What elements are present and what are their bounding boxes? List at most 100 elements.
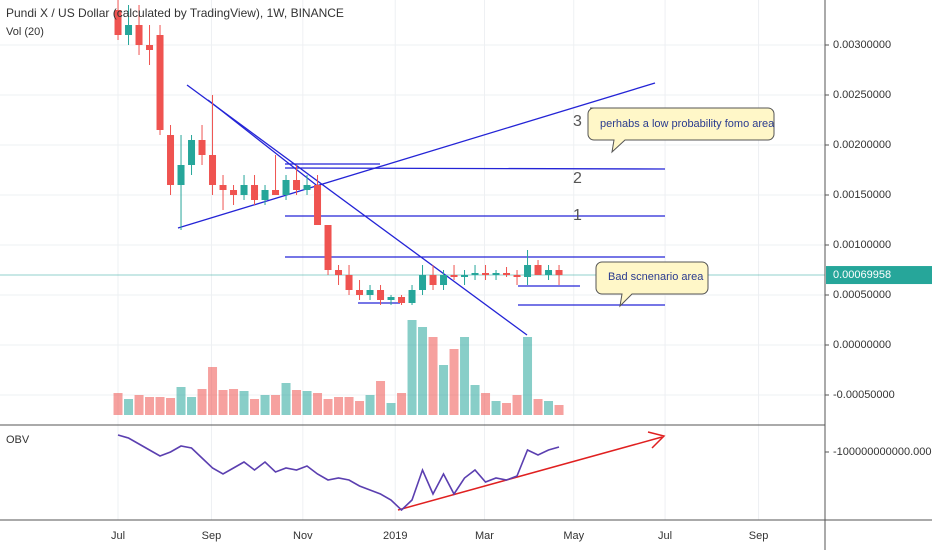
last-price-box (826, 266, 932, 285)
y-tick-label: 0.00100000 (833, 239, 891, 251)
candle-body (303, 185, 311, 190)
obv-label: OBV (6, 434, 30, 446)
y-tick-label: 0.00300000 (833, 39, 891, 51)
x-tick-label: Jul (111, 530, 125, 542)
level-line (284, 167, 666, 170)
volume-bar (113, 393, 123, 415)
candle-body (114, 10, 122, 35)
candle-body (450, 275, 458, 277)
y-tick-label: 0.00150000 (833, 189, 891, 201)
volume-bar (229, 389, 239, 415)
volume-bar (208, 367, 218, 415)
y-tick-label: -100000000000.0000 (833, 446, 932, 458)
volume-bar (155, 397, 165, 415)
volume-bar (386, 403, 396, 415)
volume-bar (397, 393, 407, 415)
volume-bar (491, 401, 501, 415)
trend-line (177, 82, 656, 229)
y-tick-label: 0.00250000 (833, 89, 891, 101)
candle-body (135, 25, 143, 45)
candle-body (167, 135, 175, 185)
candle-body (440, 275, 448, 285)
candle-body (345, 275, 353, 290)
volume-label: Vol (20) (6, 26, 44, 38)
volume-bar (124, 399, 134, 415)
annotation: 2 (573, 170, 582, 187)
candle-body (356, 290, 364, 295)
volume-bar (302, 391, 312, 415)
candle-body (209, 155, 217, 185)
volume-bar (250, 399, 260, 415)
last-price-label: 0.00069958 (833, 269, 891, 281)
candle-body (513, 275, 521, 277)
candle-body (387, 297, 395, 300)
callout (595, 261, 709, 308)
candle-body (146, 45, 154, 50)
candle-body (251, 185, 259, 200)
volume-bar (365, 395, 375, 415)
candle-body (314, 185, 322, 225)
candle-body (188, 140, 196, 165)
volume-bar (281, 383, 291, 415)
volume-bar (166, 398, 176, 415)
candle-body (324, 225, 332, 270)
y-tick-label: 0.00050000 (833, 289, 891, 301)
volume-bar (239, 391, 249, 415)
x-tick-label: May (563, 530, 584, 542)
volume-bar (544, 401, 554, 415)
volume-bar (218, 390, 228, 415)
candle-body (461, 275, 469, 277)
candle-body (534, 265, 542, 275)
volume-bar (176, 387, 186, 415)
volume-bar (187, 397, 197, 415)
volume-bar (502, 403, 512, 415)
candle-body (429, 275, 437, 285)
candle-body (524, 265, 532, 277)
volume-bar (334, 397, 344, 415)
volume-bar (271, 395, 281, 415)
volume-bar (344, 397, 354, 415)
volume-bar (449, 349, 459, 415)
candle-body (545, 270, 553, 275)
volume-bar (260, 395, 270, 415)
volume-bar (554, 405, 564, 415)
candle-body (335, 270, 343, 275)
candle-body (261, 190, 269, 200)
candle-body (272, 190, 280, 195)
x-tick-label: Sep (202, 530, 222, 542)
x-tick-label: Sep (749, 530, 769, 542)
volume-bar (323, 399, 333, 415)
volume-bar (512, 395, 522, 415)
y-tick-label: 0.00200000 (833, 139, 891, 151)
x-tick-label: Nov (293, 530, 313, 542)
candle-body (555, 270, 563, 276)
candle-body (219, 185, 227, 190)
x-tick-label: Jul (658, 530, 672, 542)
candle-body (156, 35, 164, 130)
volume-bar (418, 327, 428, 415)
volume-bar (145, 397, 155, 415)
volume-bar (428, 337, 438, 415)
x-tick-label: Mar (475, 530, 494, 542)
trend-line (186, 84, 528, 336)
volume-bar (533, 399, 543, 415)
drawings: 1 2 3 perhabs a low probability fomo area Ba… (177, 82, 775, 511)
candle-body (471, 273, 479, 275)
arrow-head (647, 431, 666, 449)
arrow (397, 436, 663, 511)
trend-line (207, 99, 321, 189)
candle-body (293, 180, 301, 190)
volume-bar (460, 337, 470, 415)
annotation: 1 (573, 207, 582, 224)
x-tick-label: 2019 (383, 530, 407, 542)
volume-bar (197, 389, 207, 415)
candle-body (198, 140, 206, 155)
candle-body (230, 190, 238, 195)
candle-body (282, 180, 290, 195)
candle-body (408, 290, 416, 303)
volume-bar (407, 320, 417, 415)
candle-body (398, 297, 406, 303)
volume-bar (313, 393, 323, 415)
annotation: perhabs a low probability fomo area (600, 118, 775, 130)
